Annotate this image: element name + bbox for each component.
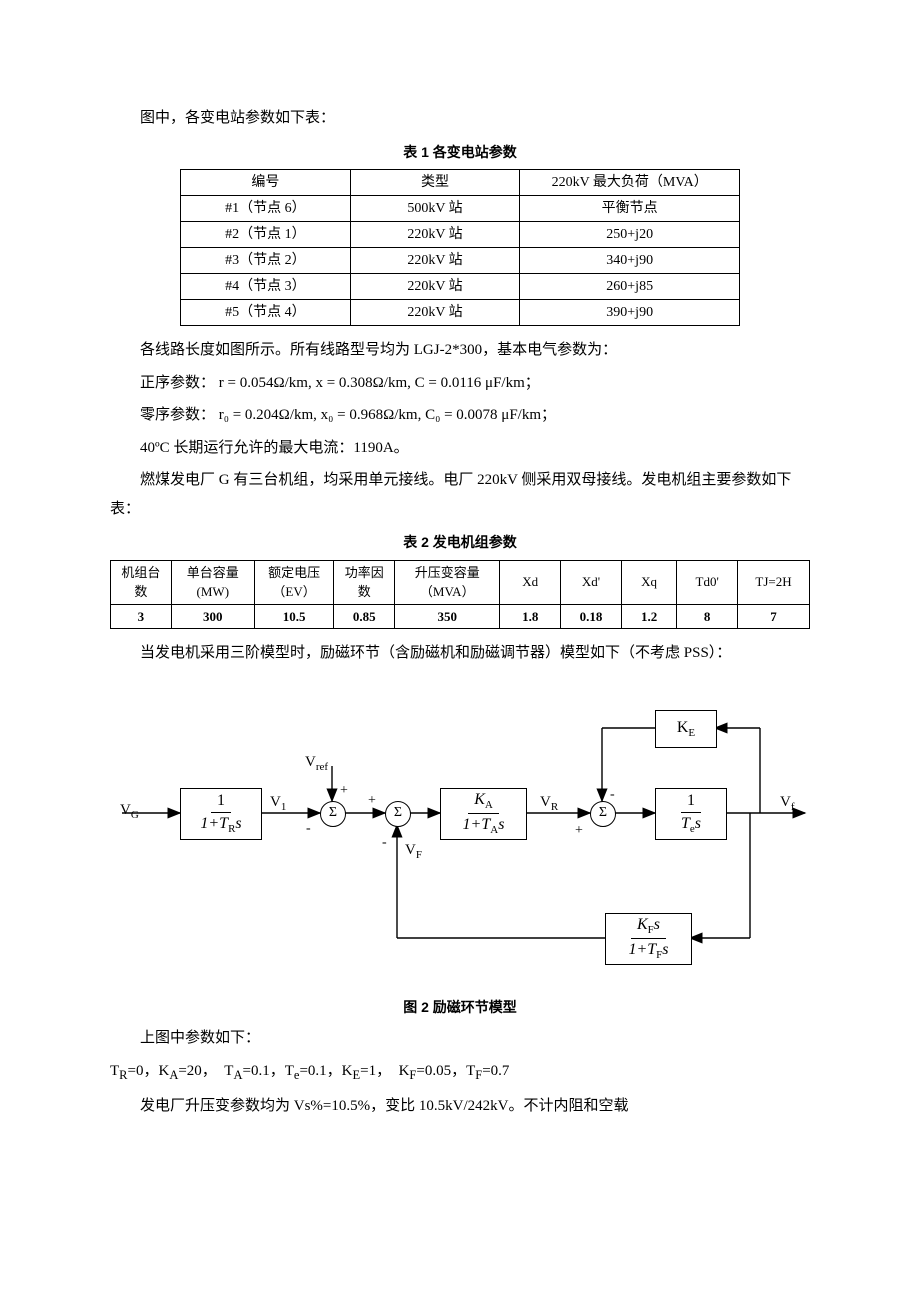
cell: 220kV 站 (350, 300, 520, 326)
cell: 平衡节点 (520, 196, 740, 222)
cell: 350 (395, 604, 500, 629)
sign-s3-plus: + (575, 818, 583, 845)
para-plant: 燃煤发电厂 G 有三台机组，均采用单元接线。电厂 220kV 侧采用双母接线。发… (110, 466, 810, 523)
t2-h3: 功率因数 (334, 560, 395, 604)
t2-h4: 升压变容量（MVA） (395, 560, 500, 604)
table-generator: 机组台数 单台容量(MW) 额定电压（EV） 功率因数 升压变容量（MVA） X… (110, 560, 810, 630)
cell: 500kV 站 (350, 196, 520, 222)
t1-h0: 编号 (181, 170, 351, 196)
cell: 250+j20 (520, 222, 740, 248)
block-KA: KA 1+TAs (440, 788, 527, 840)
label-Vref: Vref (305, 748, 328, 778)
frac-den: 1+TRs (194, 813, 247, 835)
para-zero-seq: 零序参数： r₀ = 0.204Ω/km, x₀ = 0.968Ω/km, C₀… (110, 401, 810, 430)
para-pos-seq: 正序参数： r = 0.054Ω/km, x = 0.308Ω/km, C = … (110, 369, 810, 398)
frac-num: 1 (681, 792, 701, 813)
cell: 390+j90 (520, 300, 740, 326)
para-transformer: 发电厂升压变参数均为 Vs%=10.5%，变比 10.5kV/242kV。不计内… (110, 1092, 810, 1121)
table-row: #3（节点 2） 220kV 站 340+j90 (181, 248, 740, 274)
table-row: #2（节点 1） 220kV 站 250+j20 (181, 222, 740, 248)
sign-s2-minus: - (382, 830, 387, 857)
t2-h7: Xq (621, 560, 676, 604)
cell: 300 (171, 604, 254, 629)
sum-1: Σ (320, 801, 346, 827)
table-row: 3 300 10.5 0.85 350 1.8 0.18 1.2 8 7 (111, 604, 810, 629)
cell: 3 (111, 604, 172, 629)
frac-den: 1+TAs (457, 814, 511, 836)
cell: 220kV 站 (350, 222, 520, 248)
cell: 220kV 站 (350, 274, 520, 300)
frac-num: KA (468, 791, 499, 814)
table1-caption: 表 1 各变电站参数 (110, 139, 810, 166)
cell: 340+j90 (520, 248, 740, 274)
t2-h8: Td0' (677, 560, 738, 604)
sign-s1-plus: + (340, 778, 348, 805)
sign-s3-minus: - (610, 782, 615, 809)
sign-s1-minus: - (306, 816, 311, 843)
cell: #5（节点 4） (181, 300, 351, 326)
sum-2: Σ (385, 801, 411, 827)
t2-h1: 单台容量(MW) (171, 560, 254, 604)
label-VF: VF (405, 836, 422, 866)
label-VR: VR (540, 788, 558, 818)
para-current: 40ºC 长期运行允许的最大电流：1190A。 (110, 434, 810, 463)
t2-h9: TJ=2H (738, 560, 810, 604)
sign-s2-plus: + (368, 788, 376, 815)
para-excitation: 当发电机采用三阶模型时，励磁环节（含励磁机和励磁调节器）模型如下（不考虑 PSS… (110, 639, 810, 668)
t2-h5: Xd (500, 560, 561, 604)
t2-h6: Xd' (561, 560, 622, 604)
params-text: TR=0，KA=20， TA=0.1，Te=0.1，KE=1， KF=0.05，… (110, 1063, 509, 1079)
block-TR: 1 1+TRs (180, 788, 262, 840)
figure2-caption: 图 2 励磁环节模型 (110, 994, 810, 1021)
frac-num: KFs (631, 916, 666, 939)
t1-h2: 220kV 最大负荷（MVA） (520, 170, 740, 196)
cell: #3（节点 2） (181, 248, 351, 274)
excitation-block-diagram: 1 1+TRs KA 1+TAs 1 Tes KFs 1+TFs KE Σ Σ … (110, 688, 810, 988)
block-KF: KFs 1+TFs (605, 913, 692, 965)
t1-h1: 类型 (350, 170, 520, 196)
frac-den: Tes (675, 813, 707, 835)
cell: #2（节点 1） (181, 222, 351, 248)
cell: 0.85 (334, 604, 395, 629)
block-KE: KE (655, 710, 717, 748)
t2-h2: 额定电压（EV） (254, 560, 334, 604)
intro-line: 图中，各变电站参数如下表： (110, 104, 810, 133)
cell: #1（节点 6） (181, 196, 351, 222)
cell: 10.5 (254, 604, 334, 629)
table-row: #4（节点 3） 220kV 站 260+j85 (181, 274, 740, 300)
frac-den: 1+TFs (622, 939, 674, 961)
cell: 8 (677, 604, 738, 629)
para-line-length: 各线路长度如图所示。所有线路型号均为 LGJ-2*300，基本电气参数为： (110, 336, 810, 365)
label-VG: VG (120, 796, 139, 826)
table-substations: 编号 类型 220kV 最大负荷（MVA） #1（节点 6） 500kV 站 平… (180, 169, 740, 326)
label-Vf: Vf (780, 788, 795, 818)
cell: 1.2 (621, 604, 676, 629)
frac-num: 1 (211, 792, 231, 813)
table-row: 编号 类型 220kV 最大负荷（MVA） (181, 170, 740, 196)
cell: 220kV 站 (350, 248, 520, 274)
cell: 7 (738, 604, 810, 629)
table-row: #1（节点 6） 500kV 站 平衡节点 (181, 196, 740, 222)
t2-h0: 机组台数 (111, 560, 172, 604)
label-V1: V1 (270, 788, 286, 818)
table-row: #5（节点 4） 220kV 站 390+j90 (181, 300, 740, 326)
block-Te: 1 Tes (655, 788, 727, 840)
table2-caption: 表 2 发电机组参数 (110, 529, 810, 556)
cell: #4（节点 3） (181, 274, 351, 300)
block-ke-label: KE (677, 719, 695, 739)
cell: 260+j85 (520, 274, 740, 300)
cell: 1.8 (500, 604, 561, 629)
para-params: TR=0，KA=20， TA=0.1，Te=0.1，KE=1， KF=0.05，… (110, 1057, 810, 1088)
cell: 0.18 (561, 604, 622, 629)
para-params-intro: 上图中参数如下： (110, 1024, 810, 1053)
table-row: 机组台数 单台容量(MW) 额定电压（EV） 功率因数 升压变容量（MVA） X… (111, 560, 810, 604)
